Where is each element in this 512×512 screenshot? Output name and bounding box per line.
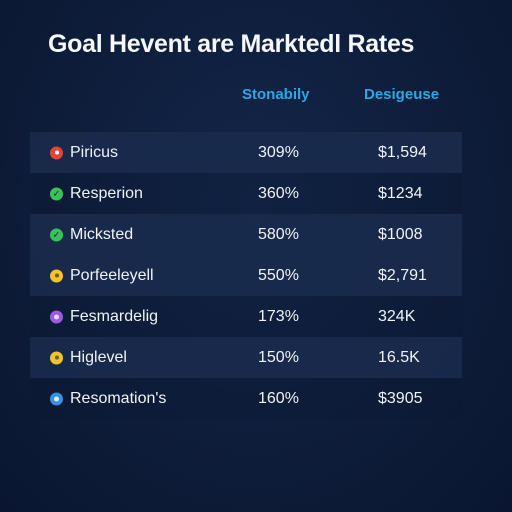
row-name: Resomation's [70, 389, 167, 407]
row-rate: 309% [258, 143, 299, 161]
page-title: Goal Hevent are Marktedl Rates [48, 30, 415, 58]
row-value: $2,791 [378, 266, 427, 284]
row-value: $3905 [378, 389, 423, 407]
column-header-stonabily[interactable]: Stonabily [242, 86, 310, 103]
column-header-desigeuse[interactable]: Desigeuse [364, 86, 440, 103]
row-value: $1234 [378, 184, 423, 202]
blue-circle-icon [50, 392, 63, 405]
row-rate: 580% [258, 225, 299, 243]
row-name: Piricus [70, 143, 119, 161]
yellow-circle-icon [50, 351, 63, 364]
table-row[interactable]: Piricus 309% $1,594 [30, 132, 462, 173]
green-check-icon: ✓ [50, 228, 63, 241]
table-row[interactable]: Higlevel 150% 16.5K [30, 337, 462, 378]
row-rate: 360% [258, 184, 299, 202]
rates-table: Piricus 309% $1,594 ✓ Resperion 360% $12… [30, 132, 462, 419]
table-row[interactable]: Resomation's 160% $3905 [30, 378, 462, 419]
row-name: Micksted [70, 225, 134, 243]
purple-circle-icon [50, 310, 63, 323]
row-rate: 173% [258, 307, 299, 325]
row-value: $1008 [378, 225, 423, 243]
row-rate: 150% [258, 348, 299, 366]
red-circle-icon [50, 146, 63, 159]
row-name: Resperion [70, 184, 143, 202]
table-row[interactable]: ✓ Resperion 360% $1234 [30, 173, 462, 214]
row-name: Fesmardelig [70, 307, 159, 325]
row-value: $1,594 [378, 143, 427, 161]
row-rate: 160% [258, 389, 299, 407]
green-check-icon: ✓ [50, 187, 63, 200]
table-row[interactable]: ✓ Micksted 580% $1008 [30, 214, 462, 255]
row-value: 324K [378, 307, 416, 325]
table-row[interactable]: Porfeeleyell 550% $2,791 [30, 255, 462, 296]
row-rate: 550% [258, 266, 299, 284]
row-value: 16.5K [378, 348, 420, 366]
yellow-circle-icon [50, 269, 63, 282]
table-row[interactable]: Fesmardelig 173% 324K [30, 296, 462, 337]
row-name: Higlevel [70, 348, 127, 366]
row-name: Porfeeleyell [70, 266, 154, 284]
